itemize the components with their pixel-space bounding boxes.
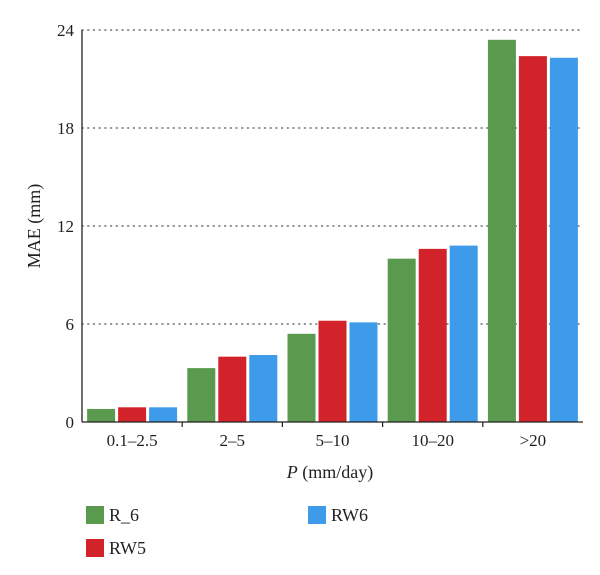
y-tick-label: 12 [57,217,74,236]
bar-r-6 [87,408,116,422]
x-tick-label: 10–20 [411,431,454,450]
x-tick-label: 5–10 [316,431,350,450]
x-tick-label: >20 [520,431,547,450]
bar-rw6 [549,57,578,423]
legend-label-rw5: RW5 [109,538,146,558]
bar-rw5 [118,407,147,422]
bar-r-6 [287,333,316,422]
axes [81,30,583,427]
bar-r-6 [387,258,416,422]
x-tick-label: 0.1–2.5 [107,431,158,450]
legend-swatch-rw6 [308,506,326,524]
x-tick-label: 2–5 [220,431,246,450]
bar-rw5 [218,356,247,422]
legend-swatch-r-6 [86,506,104,524]
x-axis-title: P (mm/day) [286,462,373,483]
bar-r-6 [187,368,216,422]
bar-rw6 [449,245,478,422]
bar-rw6 [249,355,278,422]
bar-rw5 [518,56,547,423]
y-tick-label: 18 [57,119,74,138]
bar-r-6 [487,39,516,423]
y-tick-label: 24 [57,21,75,40]
x-axis-title-unit: (mm/day) [298,462,373,483]
bar-rw5 [418,248,447,422]
y-tick-label: 0 [66,413,75,432]
legend-label-r-6: R_6 [109,505,139,525]
legend: R_6 RW5 RW6 [86,505,368,558]
bars [87,39,578,423]
bar-rw6 [349,322,378,422]
x-axis-title-variable: P [286,462,298,482]
x-tick-labels: 0.1–2.5 2–5 5–10 10–20 >20 [107,431,547,450]
bar-rw6 [149,407,178,422]
y-tick-labels: 0 6 12 18 24 [57,21,75,432]
bar-rw5 [318,320,347,422]
legend-swatch-rw5 [86,539,104,557]
legend-label-rw6: RW6 [331,505,368,525]
y-axis-title: MAE (mm) [24,184,45,269]
y-tick-label: 6 [66,315,75,334]
